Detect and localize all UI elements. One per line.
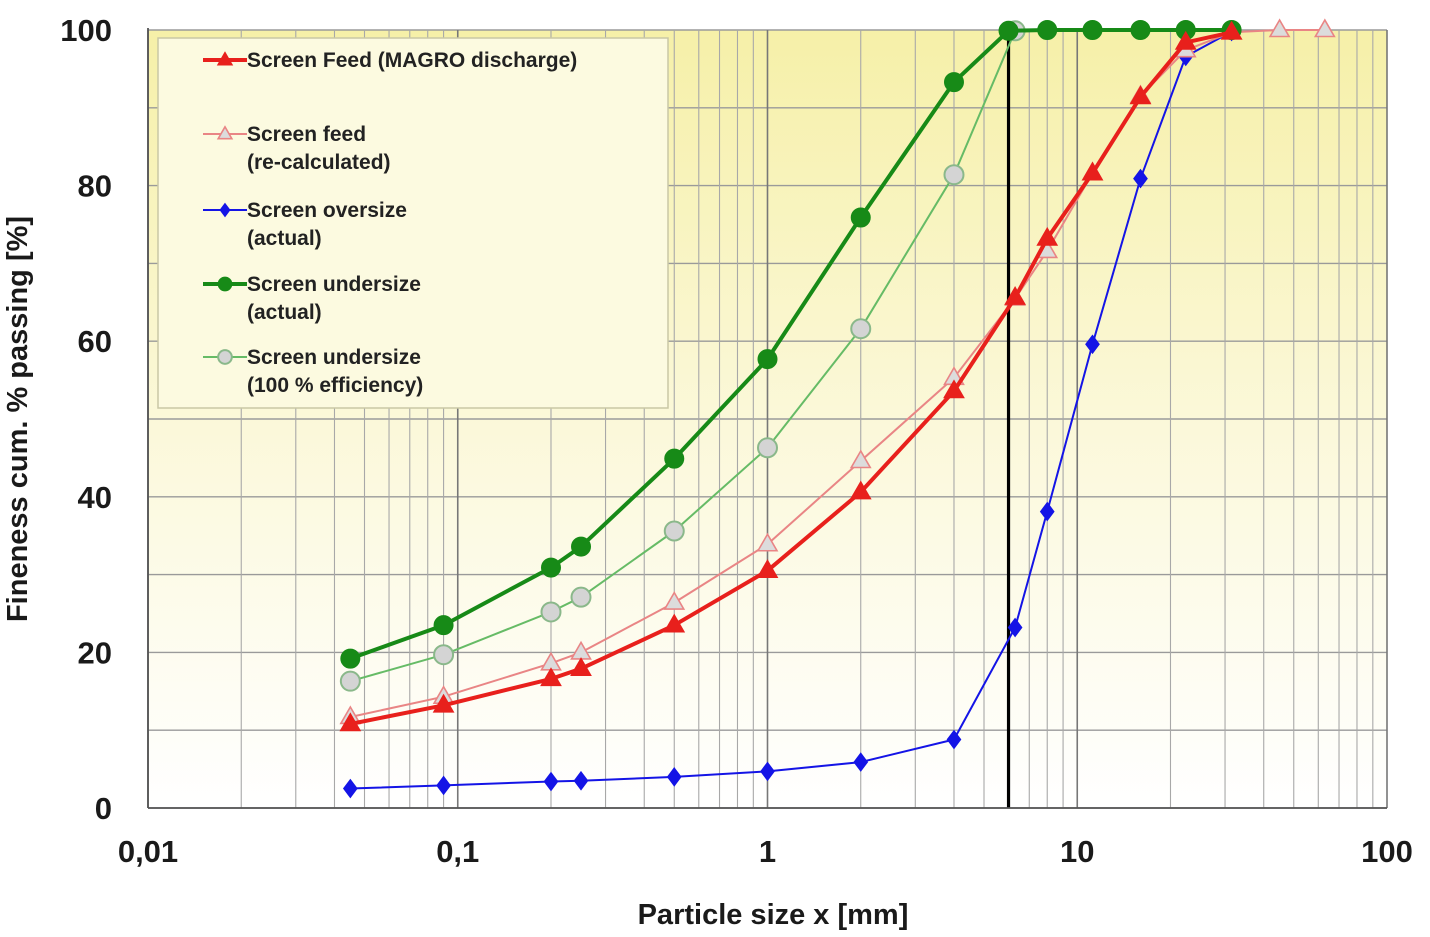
data-point: [849, 449, 872, 469]
data-point: [1133, 168, 1148, 189]
data-point: [1313, 18, 1336, 38]
data-point: [436, 775, 451, 796]
data-point: [1039, 501, 1055, 522]
x-tick-label: 0,1: [436, 834, 479, 869]
y-tick-label: 0: [95, 791, 112, 826]
data-point: [543, 771, 559, 792]
data-point: [1007, 617, 1023, 638]
legend-label: (actual): [247, 227, 322, 250]
data-point: [433, 644, 455, 666]
x-tick-label: 0,01: [118, 834, 178, 869]
series-3: [342, 21, 1239, 799]
data-point: [540, 557, 561, 578]
data-point: [1037, 20, 1058, 40]
x-axis-title: Particle size x [mm]: [638, 899, 909, 931]
data-point: [850, 318, 872, 340]
data-point: [1220, 20, 1243, 40]
y-tick-label: 60: [78, 324, 112, 359]
data-point: [998, 20, 1019, 41]
data-point: [340, 648, 361, 669]
legend-box: [157, 37, 669, 409]
legend-label: (100 % efficiency): [247, 374, 423, 397]
legend-item-2: Screen feed (re-calculated): [203, 123, 391, 174]
legend-swatch-marker: [217, 349, 233, 365]
data-point: [757, 349, 778, 370]
legend-label: Screen feed: [247, 123, 366, 146]
y-tick-label: 20: [78, 635, 112, 670]
legend-swatch-marker: [216, 125, 234, 140]
legend-label: Screen undersize: [247, 273, 421, 296]
data-point: [1268, 18, 1291, 38]
data-point: [663, 613, 686, 633]
data-point: [1036, 226, 1059, 246]
data-point: [849, 480, 872, 500]
data-point: [573, 770, 589, 791]
data-point: [1085, 334, 1100, 355]
series-4: [340, 20, 1242, 669]
data-point: [1130, 20, 1151, 40]
legend-item-4: Screen undersize (actual): [203, 273, 421, 324]
data-point: [943, 379, 965, 399]
legend-item-1: Screen Feed (MAGRO discharge): [203, 49, 577, 72]
data-point: [850, 207, 871, 228]
data-point: [663, 520, 685, 542]
legend: Screen Feed (MAGRO discharge) Screen feed…: [157, 37, 669, 409]
data-point: [339, 670, 361, 692]
data-point: [433, 615, 454, 636]
series-layer: [339, 18, 1336, 799]
data-point: [943, 164, 965, 186]
data-point: [1129, 85, 1152, 105]
data-point: [1174, 30, 1197, 50]
x-tick-label: 100: [1361, 834, 1413, 869]
series-1: [339, 20, 1243, 732]
data-point: [570, 586, 592, 608]
series-5: [339, 20, 1026, 692]
data-point: [757, 437, 778, 459]
series-line: [350, 29, 1325, 718]
y-tick-label: 100: [60, 13, 112, 48]
legend-label: Screen Feed (MAGRO discharge): [247, 49, 577, 72]
data-point: [540, 667, 562, 687]
data-point: [540, 601, 562, 623]
data-point: [756, 532, 779, 552]
data-point: [663, 591, 686, 610]
data-point: [571, 536, 592, 557]
data-point: [432, 693, 455, 713]
data-point: [1082, 20, 1103, 40]
legend-swatch-marker: [217, 276, 233, 292]
legend-swatch-marker: [216, 51, 234, 66]
legend-label: Screen undersize: [247, 346, 421, 369]
y-tick-label: 40: [78, 480, 112, 515]
data-point: [342, 778, 358, 799]
legend-swatch-marker: [219, 202, 231, 218]
data-point: [1081, 161, 1104, 181]
y-axis-title: Fineness cum. % passing [%]: [2, 216, 34, 622]
data-point: [1004, 286, 1026, 305]
data-point: [570, 657, 592, 677]
data-point: [760, 761, 775, 782]
data-point: [756, 559, 779, 579]
axes: 0 20 40 60 80 100 0,01 0,1 1 10 100: [60, 13, 1413, 869]
data-point: [666, 767, 682, 787]
x-tick-label: 10: [1060, 834, 1094, 869]
data-point: [853, 752, 869, 772]
data-point: [946, 729, 962, 750]
data-point: [664, 448, 685, 469]
legend-item-3: Screen oversize (actual): [203, 199, 407, 250]
legend-label: (actual): [247, 301, 322, 324]
data-point: [339, 712, 362, 732]
legend-label: Screen oversize: [247, 199, 407, 222]
legend-item-5: Screen undersize (100 % efficiency): [203, 346, 423, 397]
data-point: [943, 72, 964, 93]
x-tick-label: 1: [759, 834, 776, 869]
legend-label: (re-calculated): [247, 151, 391, 174]
y-tick-label: 80: [78, 169, 112, 204]
